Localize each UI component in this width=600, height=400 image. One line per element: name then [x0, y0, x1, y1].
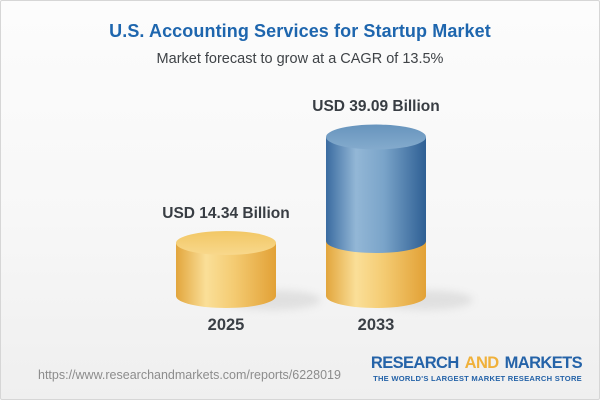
value-label-2025: USD 14.34 Billion: [162, 205, 290, 222]
bar-2033-growth-segment: [326, 137, 426, 253]
bar-2033-cylinder: [326, 124, 426, 308]
axis-label-2033: 2033: [357, 316, 395, 334]
page-title: U.S. Accounting Services for Startup Mar…: [109, 21, 491, 41]
logo-word-and: AND: [464, 354, 500, 372]
report-url: https://www.researchandmarkets.com/repor…: [38, 368, 341, 382]
logo-wordmark: RESEARCH AND MARKETS: [370, 354, 583, 372]
logo-tagline: THE WORLD'S LARGEST MARKET RESEARCH STOR…: [373, 374, 582, 384]
axis-label-2025: 2025: [207, 316, 245, 334]
value-label-2033: USD 39.09 Billion: [312, 98, 440, 115]
research-and-markets-logo: RESEARCH AND MARKETS THE WORLD'S LARGEST…: [370, 354, 583, 384]
bar-2025-cylinder: [176, 231, 276, 308]
logo-word-markets: MARKETS: [504, 354, 583, 372]
page-subtitle: Market forecast to grow at a CAGR of 13.…: [156, 51, 444, 67]
logo-word-research: RESEARCH: [370, 354, 459, 372]
bar-2033-base-segment: [326, 239, 426, 308]
